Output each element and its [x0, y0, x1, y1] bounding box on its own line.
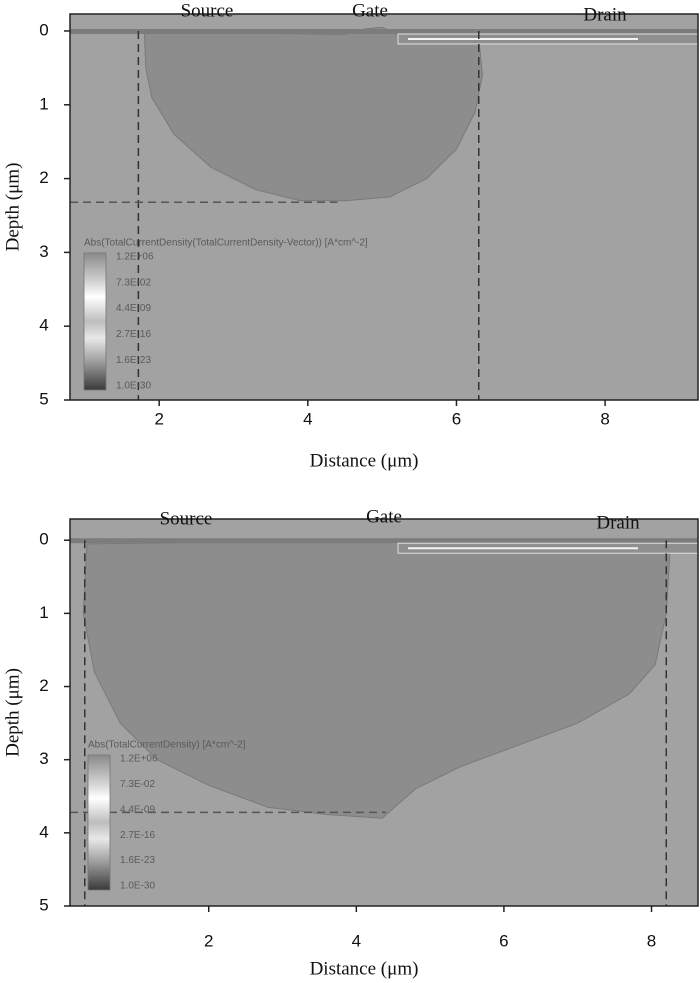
- legend-title: Abs(TotalCurrentDensity) [A*cm^-2]: [88, 740, 246, 751]
- legend-label: 1.2E+06: [116, 252, 154, 263]
- legend-label: 1.6E-23: [116, 355, 151, 366]
- surface-strip: [70, 538, 698, 544]
- region-label: Drain: [596, 512, 640, 533]
- x-axis-title: Distance (μm): [310, 958, 419, 979]
- y-tick-label: 0: [39, 530, 48, 549]
- legend-title: Abs(TotalCurrentDensity(TotalCurrentDens…: [84, 238, 368, 249]
- x-tick-label: 8: [600, 409, 609, 428]
- x-tick-label: 4: [352, 931, 361, 950]
- x-tick-label: 2: [154, 409, 163, 428]
- region-label: Drain: [583, 4, 627, 25]
- y-tick-label: 4: [39, 822, 48, 841]
- plot-frame: [69, 13, 699, 401]
- y-tick-label: 5: [39, 895, 48, 914]
- legend-label: 1.2E+06: [120, 754, 158, 765]
- y-tick-label: 4: [39, 316, 48, 335]
- y-tick-label: 1: [39, 603, 48, 622]
- y-axis-title: Depth (μm): [2, 163, 23, 252]
- x-tick-label: 4: [303, 409, 312, 428]
- x-tick-label: 6: [452, 409, 461, 428]
- legend-label: 1.0E-30: [116, 381, 151, 392]
- legend-label: 4.4E-09: [116, 303, 151, 314]
- depletion-region: [82, 539, 671, 819]
- surface-strip: [70, 28, 698, 34]
- legend-label: 7.3E-02: [116, 277, 151, 288]
- legend-label: 1.0E-30: [120, 881, 155, 892]
- x-tick-label: 6: [499, 931, 508, 950]
- legend-label: 2.7E-16: [116, 329, 151, 340]
- y-tick-label: 2: [39, 676, 48, 695]
- y-tick-label: 5: [39, 389, 48, 408]
- y-tick-label: 1: [39, 94, 48, 113]
- depletion-region: [143, 26, 483, 202]
- legend-label: 7.3E-02: [120, 779, 155, 790]
- region-label: Source: [181, 0, 234, 21]
- x-tick-label: 8: [647, 931, 656, 950]
- y-tick-label: 3: [39, 242, 48, 261]
- y-tick-label: 0: [39, 20, 48, 39]
- legend-label: 2.7E-16: [120, 830, 155, 841]
- color-bar: [83, 252, 107, 391]
- region-label: Gate: [366, 506, 402, 527]
- region-label: Source: [160, 508, 213, 529]
- y-tick-label: 3: [39, 749, 48, 768]
- plot-frame: [69, 518, 699, 907]
- legend-label: 4.4E-09: [120, 804, 155, 815]
- color-bar: [87, 754, 111, 891]
- region-label: Gate: [352, 0, 388, 21]
- x-tick-label: 2: [204, 931, 213, 950]
- y-tick-label: 2: [39, 168, 48, 187]
- x-axis-title: Distance (μm): [310, 450, 419, 471]
- legend-label: 1.6E-23: [120, 855, 155, 866]
- y-axis-title: Depth (μm): [2, 668, 23, 757]
